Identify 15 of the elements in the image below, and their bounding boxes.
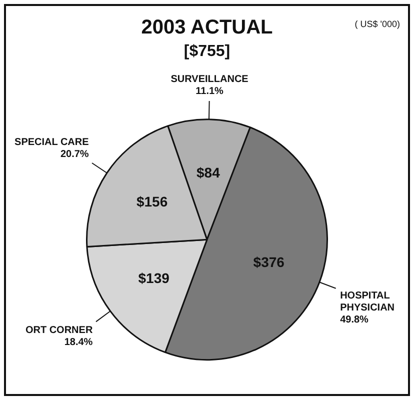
text: 11.1% (196, 86, 224, 98)
data-label: $139 (138, 270, 170, 286)
text: 49.8% (340, 314, 368, 326)
text: 18.4% (64, 337, 93, 348)
slice-label: SURVEILLANCE (170, 74, 249, 86)
slice-label: HOSPITAL PHYSICIAN (340, 290, 395, 314)
chart-title: 2003 ACTUAL (141, 16, 273, 39)
slice-label: ORT CORNER (25, 325, 94, 336)
chart-subtitle: [$755] (184, 43, 230, 60)
data-label: $84 (196, 164, 220, 180)
data-label: $376 (253, 254, 285, 270)
text: ( US$ '000) (354, 18, 400, 29)
text: 20.7% (60, 149, 89, 160)
slice-label: SPECIAL CARE (14, 137, 90, 148)
data-label: $156 (136, 194, 168, 210)
